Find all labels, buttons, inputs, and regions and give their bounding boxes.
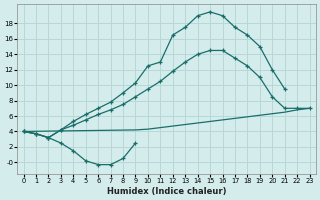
X-axis label: Humidex (Indice chaleur): Humidex (Indice chaleur) [107, 187, 226, 196]
